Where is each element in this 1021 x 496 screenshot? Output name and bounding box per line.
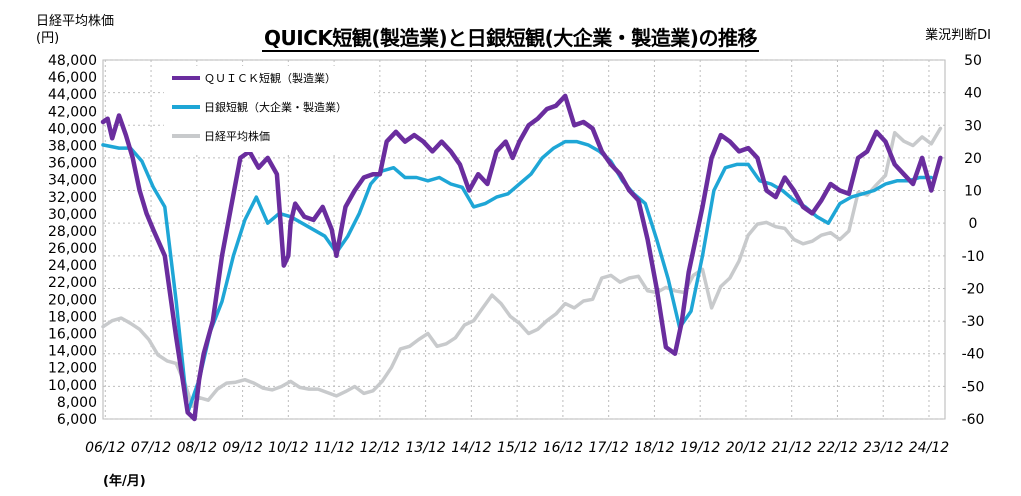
x-tick-label: 13/12 bbox=[405, 440, 445, 456]
right-tick-label: -10 bbox=[962, 249, 985, 265]
x-tick-label: 07/12 bbox=[131, 440, 171, 456]
right-tick-label: -20 bbox=[962, 281, 985, 297]
right-tick-label: -50 bbox=[962, 379, 985, 395]
right-tick-label: 40 bbox=[964, 86, 982, 102]
series-line bbox=[100, 93, 943, 422]
left-tick-label: 32,000 bbox=[48, 190, 97, 206]
legend-label: 日銀短観（大企業・製造業） bbox=[204, 100, 347, 114]
left-tick-label: 36,000 bbox=[48, 156, 97, 172]
right-tick-label: -30 bbox=[962, 314, 985, 330]
series-line bbox=[101, 139, 934, 415]
right-tick-label: -40 bbox=[962, 347, 985, 363]
left-tick-label: 16,000 bbox=[48, 327, 97, 343]
left-tick-label: 8,000 bbox=[57, 395, 97, 411]
x-tick-label: 10/12 bbox=[268, 440, 308, 456]
left-axis-title: 日経平均株価 (円) bbox=[36, 13, 114, 47]
x-tick-label: 11/12 bbox=[314, 440, 354, 456]
x-tick-label: 15/12 bbox=[497, 440, 537, 456]
left-tick-label: 46,000 bbox=[48, 70, 97, 86]
left-axis-title-line1: 日経平均株価 bbox=[36, 14, 115, 29]
right-tick-label: -60 bbox=[962, 412, 985, 428]
left-tick-label: 12,000 bbox=[48, 361, 97, 377]
right-tick-label: 20 bbox=[964, 151, 982, 167]
right-tick-label: 0 bbox=[969, 216, 978, 232]
x-tick-label: 06/12 bbox=[85, 440, 125, 456]
left-tick-label: 30,000 bbox=[48, 207, 97, 223]
x-tick-label: 23/12 bbox=[863, 440, 903, 456]
series-line bbox=[101, 126, 943, 408]
right-axis-title: 業況判断DI bbox=[925, 28, 991, 43]
x-tick-label: 22/12 bbox=[817, 440, 857, 456]
x-tick-label: 12/12 bbox=[360, 440, 400, 456]
left-tick-label: 18,000 bbox=[48, 309, 97, 325]
x-tick-label: 20/12 bbox=[726, 440, 766, 456]
left-tick-label: 42,000 bbox=[48, 104, 97, 120]
x-tick-label: 18/12 bbox=[634, 440, 674, 456]
left-tick-label: 40,000 bbox=[48, 121, 97, 137]
left-tick-label: 34,000 bbox=[48, 173, 97, 189]
x-tick-label: 14/12 bbox=[451, 440, 491, 456]
x-tick-label: 16/12 bbox=[543, 440, 583, 456]
left-tick-label: 44,000 bbox=[48, 87, 97, 103]
left-tick-label: 26,000 bbox=[48, 241, 97, 257]
left-axis-title-line2: (円) bbox=[36, 31, 60, 46]
legend-label: 日経平均株価 bbox=[204, 129, 270, 143]
left-tick-label: 48,000 bbox=[48, 53, 97, 69]
left-tick-label: 28,000 bbox=[48, 224, 97, 240]
x-tick-label: 19/12 bbox=[680, 440, 720, 456]
x-tick-label: 09/12 bbox=[222, 440, 262, 456]
x-axis-title: (年/月) bbox=[103, 474, 146, 489]
legend-label: ＱＵＩＣＫ短観（製造業） bbox=[204, 71, 336, 85]
left-tick-label: 14,000 bbox=[48, 344, 97, 360]
left-tick-label: 6,000 bbox=[57, 412, 97, 428]
left-tick-label: 38,000 bbox=[48, 138, 97, 154]
chart-title: QUICK短観(製造業)と日銀短観(大企業・製造業)の推移 bbox=[262, 26, 759, 52]
x-tick-label: 08/12 bbox=[177, 440, 217, 456]
left-tick-label: 22,000 bbox=[48, 275, 97, 291]
right-tick-label: 50 bbox=[964, 53, 982, 69]
x-tick-label: 17/12 bbox=[588, 440, 628, 456]
left-tick-label: 10,000 bbox=[48, 378, 97, 394]
right-tick-label: 30 bbox=[964, 118, 982, 134]
x-tick-label: 24/12 bbox=[909, 440, 949, 456]
left-tick-label: 20,000 bbox=[48, 292, 97, 308]
x-tick-label: 21/12 bbox=[772, 440, 812, 456]
right-tick-label: 10 bbox=[964, 184, 982, 200]
left-tick-label: 24,000 bbox=[48, 258, 97, 274]
